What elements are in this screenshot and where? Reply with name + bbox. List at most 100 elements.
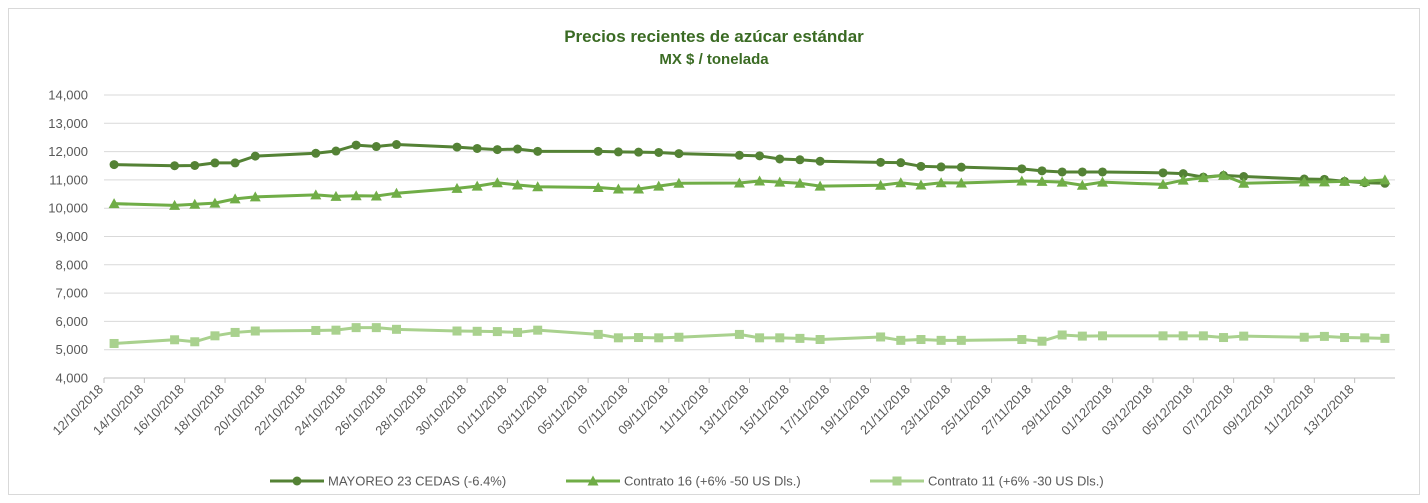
data-point [653,180,665,191]
data-point [310,189,322,200]
data-point [1017,164,1027,174]
data-point [612,183,624,194]
data-point [613,333,623,343]
data-point [1238,177,1250,188]
legend-label: Contrato 11 (+6% -30 US Dls.) [928,474,1104,489]
data-point [452,326,462,336]
data-point [371,142,381,152]
data-point [896,335,906,345]
y-tick-label: 14,000 [48,88,88,103]
data-point [1036,175,1048,186]
data-point [331,325,341,335]
data-point [1359,175,1371,186]
data-point [674,332,684,342]
data-point [915,179,927,190]
data-point [936,162,946,172]
data-point [391,140,401,150]
y-tick-label: 11,000 [49,172,88,187]
y-tick-label: 6,000 [55,314,88,329]
data-point [634,147,644,157]
data-point [108,198,120,209]
data-point [593,146,603,156]
data-point [613,147,623,157]
data-point [956,162,966,172]
data-point [674,149,684,159]
series-line [114,173,1386,207]
legend-marker [892,476,902,486]
data-point [169,199,181,210]
data-point [210,158,220,168]
data-point [350,190,362,201]
data-point [955,177,967,188]
data-point [654,333,664,343]
data-point [331,146,341,156]
data-point [1076,179,1088,190]
data-point [471,180,483,191]
data-point [109,160,119,170]
data-point [1298,176,1310,187]
data-point [249,191,261,202]
data-point [936,335,946,345]
data-point [1178,169,1188,179]
data-point [209,197,221,208]
data-point [229,193,241,204]
data-point [1097,176,1109,187]
legend-marker [587,475,599,486]
data-point [876,332,886,342]
data-point [734,329,744,339]
data-point [755,333,765,343]
legend-marker [292,476,302,486]
data-point [1360,333,1370,343]
data-point [1339,175,1351,186]
data-point [351,323,361,333]
data-point [311,325,321,335]
data-point [492,145,502,155]
data-point [1299,332,1309,342]
data-point [533,325,543,335]
data-point [876,157,886,167]
data-point [1158,168,1168,178]
data-point [190,337,200,347]
data-point [634,333,644,343]
data-point [1319,331,1329,341]
data-point [1098,331,1108,341]
data-point [492,327,502,337]
data-point [795,155,805,165]
data-point [512,179,524,190]
y-tick-label: 10,000 [48,201,88,216]
data-point [956,335,966,345]
legend-label: MAYOREO 23 CEDAS (-6.4%) [328,474,506,489]
y-tick-label: 13,000 [48,116,88,131]
data-point [774,176,786,187]
data-point [250,151,260,161]
data-point [815,335,825,345]
y-tick-label: 5,000 [55,342,88,357]
data-point [1098,167,1108,177]
data-point [654,147,664,157]
data-point [230,327,240,337]
data-point [1056,176,1068,187]
data-point [351,140,361,150]
data-point [472,326,482,336]
data-point [1218,169,1230,180]
data-point [593,329,603,339]
data-point [1239,172,1249,182]
data-point [532,181,544,192]
data-point [250,326,260,336]
data-point [533,146,543,156]
legend-label: Contrato 16 (+6% -50 US Dls.) [624,474,801,489]
y-tick-label: 9,000 [55,229,88,244]
series-line [113,326,1385,345]
data-point [452,142,462,152]
data-point [1318,176,1330,187]
data-point [633,183,645,194]
data-point [513,327,523,337]
data-point [755,151,765,161]
data-point [916,161,926,171]
data-point [1157,178,1169,189]
data-point [230,158,240,168]
chart-border [8,8,1420,495]
data-point [451,182,463,193]
data-point [814,180,826,191]
chart-subtitle: MX $ / tonelada [659,51,769,68]
